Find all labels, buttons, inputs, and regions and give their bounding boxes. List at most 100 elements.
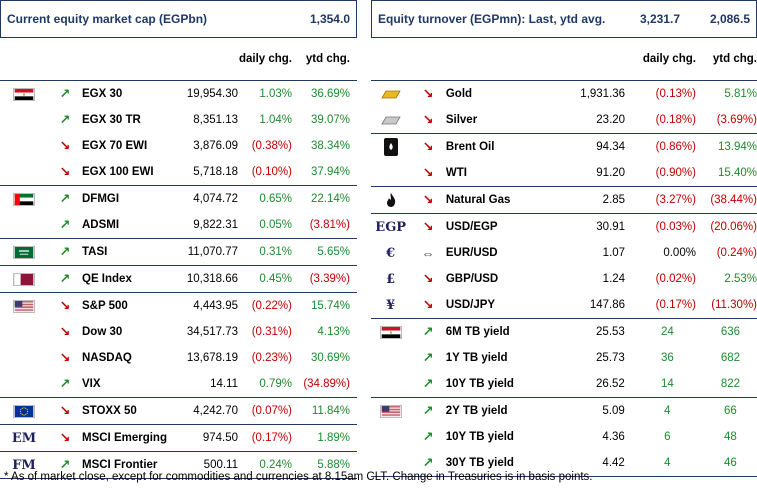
commodities-currencies-panel: Equity turnover (EGPmn): Last, ytd avg. … xyxy=(371,0,757,477)
instrument-value: 94.34 xyxy=(596,141,626,153)
daily-change: (0.18%) xyxy=(655,114,696,126)
daily-change: 6 xyxy=(664,431,671,443)
instrument-value: 4,242.70 xyxy=(193,405,238,417)
row-group: ↘ Natural Gas 2.85 (3.27%) (38.44%) xyxy=(371,186,757,213)
ytd-change-header: ytd chg. xyxy=(712,53,757,65)
ytd-change: (3.39%) xyxy=(309,273,350,285)
daily-change: 4 xyxy=(664,457,671,469)
instrument-value: 19,954.30 xyxy=(186,88,238,100)
arrow-up-icon: ↗ xyxy=(422,324,434,339)
instrument-value: 3,876.09 xyxy=(193,140,238,152)
ytd-change: (38.44%) xyxy=(710,194,757,206)
instrument-name: EGX 30 TR xyxy=(82,114,141,126)
arrow-down-icon: ↘ xyxy=(59,430,71,445)
daily-change: (0.38%) xyxy=(251,140,292,152)
icon-cell: € xyxy=(371,246,410,261)
equity-table: ↗ EGX 30 19,954.30 1.03% 36.69% ↗ EGX 30 TR 8,3… xyxy=(0,80,357,479)
table-row: ↗ EGX 30 TR 8,351.13 1.04% 39.07% xyxy=(0,107,357,133)
table-row: ↗ ADSMI 9,822.31 0.05% (3.81%) xyxy=(0,212,357,238)
arrow-down-icon: ↘ xyxy=(59,324,71,339)
daily-change: (0.03%) xyxy=(655,221,696,233)
icon-cell: £ xyxy=(371,272,410,287)
table-row: ↘ Gold 1,931.36 (0.13%) 5.81% xyxy=(371,81,757,107)
uae-flag-icon xyxy=(0,192,48,206)
table-row: ↗ 2Y TB yield 5.09 4 66 xyxy=(371,398,757,424)
ytd-change: (11.30%) xyxy=(711,299,757,311)
gold-bar-icon xyxy=(371,88,410,101)
daily-change: (0.86%) xyxy=(655,141,696,153)
instrument-name: 2Y TB yield xyxy=(445,405,508,417)
equity-market-panel: Current equity market cap (EGPbn) 1,354.… xyxy=(0,0,357,479)
arrow-flat-icon: ⇔ xyxy=(421,245,435,261)
currency-symbol-icon: ¥ xyxy=(386,297,396,313)
oil-barrel-icon xyxy=(371,137,410,157)
instrument-name: USD/JPY xyxy=(445,299,496,311)
ytd-change: (20.06%) xyxy=(710,221,757,233)
egypt-flag-icon xyxy=(0,87,48,101)
row-group: ↘ Gold 1,931.36 (0.13%) 5.81% ↘ Silver 23.20 (0.… xyxy=(371,80,757,133)
daily-change: (0.31%) xyxy=(251,326,292,338)
instrument-value: 25.73 xyxy=(596,352,625,364)
row-group: ↗ 2Y TB yield 5.09 4 66 ↗ 10Y TB yield 4.36 6 48 ↗… xyxy=(371,397,757,477)
instrument-value: 30.91 xyxy=(596,221,626,233)
instrument-value: 5,718.18 xyxy=(193,166,238,178)
arrow-down-icon: ↘ xyxy=(59,164,71,179)
row-group: ↗ QE Index 10,318.66 0.45% (3.39%) xyxy=(0,265,357,292)
ytd-change: 636 xyxy=(720,326,741,338)
daily-change: 4 xyxy=(664,405,671,417)
arrow-down-icon: ↘ xyxy=(59,138,71,153)
table-row: ↗ VIX 14.11 0.79% (34.89%) xyxy=(0,371,357,397)
instrument-name: Brent Oil xyxy=(445,141,495,153)
ytd-change: (34.89%) xyxy=(303,378,350,390)
instrument-name: Dow 30 xyxy=(82,326,123,338)
row-group: ↘ Brent Oil 94.34 (0.86%) 13.94% ↘ WTI 91.20 (0.… xyxy=(371,133,757,186)
table-row: ↗ 10Y TB yield 26.52 14 822 xyxy=(371,371,757,397)
arrow-up-icon: ↗ xyxy=(422,429,434,444)
ytd-change: 22.14% xyxy=(310,193,350,205)
instrument-value: 500.11 xyxy=(203,459,238,471)
instrument-value: 14.11 xyxy=(210,378,238,390)
instrument-name: QE Index xyxy=(82,273,132,285)
equity-turnover-header: Equity turnover (EGPmn): Last, ytd avg. … xyxy=(371,0,757,38)
ytd-change: 5.65% xyxy=(317,246,350,258)
arrow-down-icon: ↘ xyxy=(422,271,434,286)
instrument-name: GBP/USD xyxy=(445,273,499,285)
daily-change: 36 xyxy=(660,352,674,364)
ytd-change: 46 xyxy=(724,457,737,469)
daily-change: 1.03% xyxy=(259,88,292,100)
table-row: ↗ 30Y TB yield 4.42 4 46 xyxy=(371,450,757,476)
ytd-change: 4.13% xyxy=(317,326,350,338)
instrument-value: 34,517.73 xyxy=(186,326,238,338)
icon-cell: ¥ xyxy=(371,298,410,313)
instrument-name: EGX 100 EWI xyxy=(82,166,154,178)
arrow-down-icon: ↘ xyxy=(422,297,434,312)
table-row: ↗ 10Y TB yield 4.36 6 48 xyxy=(371,424,757,450)
instrument-value: 23.20 xyxy=(596,114,626,126)
icon-cell: EGP xyxy=(371,220,410,235)
table-row: EM ↘ MSCI Emerging 974.50 (0.17%) 1.89% xyxy=(0,425,357,451)
arrow-up-icon: ↗ xyxy=(422,455,434,470)
instrument-name: TASI xyxy=(82,246,108,258)
ytd-change: 66 xyxy=(724,405,737,417)
ytd-change: 13.94% xyxy=(717,141,757,153)
arrow-down-icon: ↘ xyxy=(422,219,434,234)
us-flag-icon xyxy=(0,299,48,313)
flame-icon xyxy=(371,192,410,208)
daily-change: (0.02%) xyxy=(655,273,696,285)
daily-change: (0.17%) xyxy=(655,299,696,311)
daily-change: 24 xyxy=(660,326,674,338)
row-group: EGP ↘ USD/EGP 30.91 (0.03%) (20.06%) € ⇔ EUR/USD… xyxy=(371,213,757,318)
table-row: £ ↘ GBP/USD 1.24 (0.02%) 2.53% xyxy=(371,266,757,292)
instrument-value: 4,074.72 xyxy=(193,193,238,205)
row-group: ↘ STOXX 50 4,242.70 (0.07%) 11.84% xyxy=(0,397,357,424)
arrow-up-icon: ↗ xyxy=(59,112,71,127)
arrow-down-icon: ↘ xyxy=(59,298,71,313)
equity-market-cap-header: Current equity market cap (EGPbn) 1,354.… xyxy=(0,0,357,38)
table-row: ↘ Dow 30 34,517.73 (0.31%) 4.13% xyxy=(0,319,357,345)
arrow-up-icon: ↗ xyxy=(59,191,71,206)
arrow-down-icon: ↘ xyxy=(59,403,71,418)
footnote: * As of market close, except for commodi… xyxy=(4,471,593,483)
daily-change: (0.13%) xyxy=(655,88,696,100)
ytd-change: 36.69% xyxy=(310,88,350,100)
table-row: ↗ 1Y TB yield 25.73 36 682 xyxy=(371,345,757,371)
